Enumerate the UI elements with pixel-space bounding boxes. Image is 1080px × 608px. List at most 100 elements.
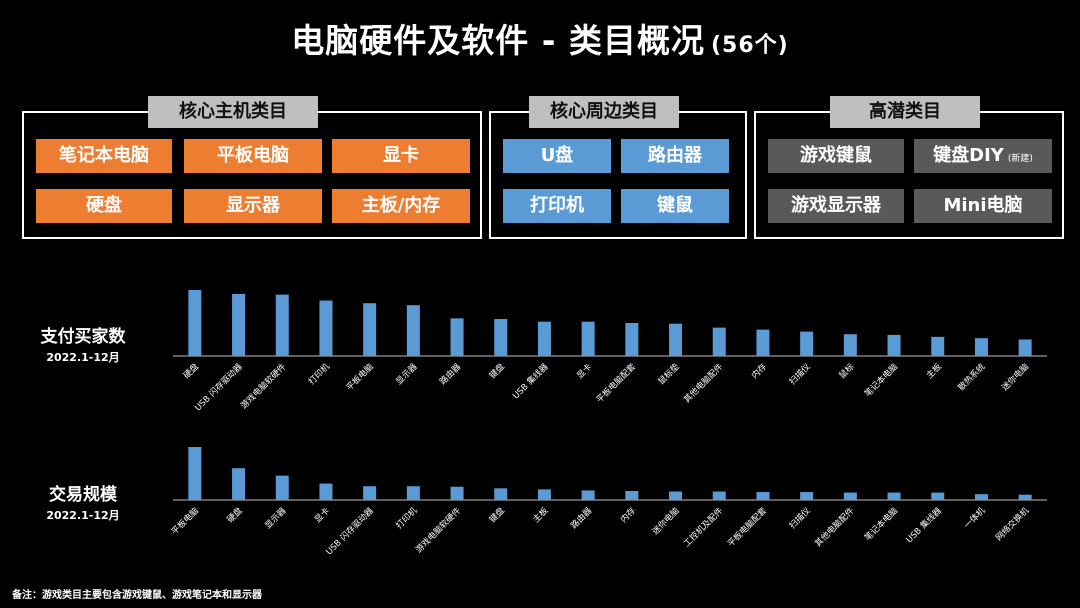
category-tile[interactable]: 主板/内存 bbox=[332, 189, 470, 223]
x-tick-label: 散热系统 bbox=[956, 361, 988, 393]
x-tick-label: 笔记本电脑 bbox=[862, 361, 900, 399]
bar bbox=[931, 492, 945, 500]
x-tick-label: 笔记本电脑 bbox=[862, 505, 900, 543]
chart1-title: 支付买家数 bbox=[40, 327, 126, 347]
core-host-panel: 核心主机类目 笔记本电脑 平板电脑 显卡 硬盘 显示器 主板/内存 bbox=[22, 96, 482, 239]
category-tile[interactable]: Mini电脑 bbox=[914, 189, 1052, 223]
bar bbox=[974, 494, 988, 500]
x-tick-label: 网络交换机 bbox=[993, 505, 1031, 543]
bar bbox=[232, 293, 246, 356]
category-tile[interactable]: 打印机 bbox=[503, 189, 611, 223]
bar bbox=[275, 475, 289, 500]
x-tick-label: 平板电脑 bbox=[169, 505, 201, 537]
bar bbox=[712, 327, 726, 356]
bar bbox=[494, 319, 508, 356]
high-potential-panel: 高潜类目 游戏键鼠 键盘DIY (新建) 游戏显示器 Mini电脑 bbox=[754, 96, 1064, 239]
x-tick-label: 主板 bbox=[924, 361, 944, 381]
bar bbox=[669, 323, 683, 356]
category-tile[interactable]: 平板电脑 bbox=[184, 139, 322, 173]
x-tick-label: 扫描仪 bbox=[787, 505, 813, 531]
bar bbox=[319, 300, 333, 356]
new-note: (新建) bbox=[1007, 154, 1033, 164]
x-tick-label: 游戏电脑软硬件 bbox=[239, 361, 289, 411]
x-tick-label: 工控机及配件 bbox=[682, 505, 726, 549]
bar bbox=[319, 483, 333, 500]
category-tile-label: 键盘DIY bbox=[933, 145, 1004, 166]
high-potential-panel-title: 高潜类目 bbox=[830, 96, 980, 128]
category-tile[interactable]: 笔记本电脑 bbox=[36, 139, 172, 173]
x-tick-label: USB 集线器 bbox=[511, 361, 551, 401]
x-tick-label: 路由器 bbox=[568, 505, 594, 531]
bar bbox=[406, 305, 420, 356]
bar bbox=[188, 290, 202, 356]
x-tick-label: 迷你电脑 bbox=[650, 505, 682, 537]
x-tick-label: 打印机 bbox=[306, 361, 332, 387]
chart1-period: 2022.1-12月 bbox=[46, 351, 120, 364]
bar bbox=[232, 468, 246, 500]
bar bbox=[756, 329, 770, 356]
category-count: (56个) bbox=[710, 33, 789, 58]
category-tile[interactable]: 显卡 bbox=[332, 139, 470, 173]
x-tick-label: 扫描仪 bbox=[787, 361, 813, 387]
chart2-title: 交易规模 bbox=[49, 485, 117, 505]
page-title: 电脑硬件及软件 - 类目概况 (56个) bbox=[0, 14, 1080, 62]
bar bbox=[275, 294, 289, 356]
bar bbox=[887, 334, 901, 356]
bar bbox=[363, 486, 377, 500]
x-tick-label: 平板电脑 bbox=[344, 361, 376, 393]
bar bbox=[537, 489, 551, 500]
bar bbox=[188, 447, 202, 500]
x-tick-label: 一体机 bbox=[962, 505, 988, 531]
category-tile[interactable]: U盘 bbox=[503, 139, 611, 173]
x-tick-label: 显卡 bbox=[312, 505, 332, 525]
title-text: 电脑硬件及软件 - 类目概况 bbox=[291, 21, 705, 60]
core-host-panel-title: 核心主机类目 bbox=[148, 96, 318, 128]
x-tick-label: 内存 bbox=[749, 361, 769, 381]
x-tick-label: 其他电脑配件 bbox=[682, 361, 726, 405]
chart1-label: 支付买家数 2022.1-12月 bbox=[18, 322, 148, 365]
x-tick-label: 硬盘 bbox=[225, 505, 245, 525]
category-tile[interactable]: 硬盘 bbox=[36, 189, 172, 223]
x-tick-label: 显卡 bbox=[574, 361, 594, 381]
x-tick-label: 平板电脑配套 bbox=[725, 505, 769, 549]
x-tick-label: 显示器 bbox=[394, 362, 419, 387]
chart2-label: 交易规模 2022.1-12月 bbox=[18, 480, 148, 523]
bar bbox=[1018, 494, 1032, 500]
category-tile[interactable]: 键鼠 bbox=[621, 189, 729, 223]
bar bbox=[931, 336, 945, 356]
x-tick-label: 鼠标 bbox=[837, 361, 857, 381]
category-tile[interactable]: 显示器 bbox=[184, 189, 322, 223]
bar bbox=[581, 321, 595, 356]
category-tile[interactable]: 游戏键鼠 bbox=[768, 139, 904, 173]
bar bbox=[843, 492, 857, 500]
bar bbox=[1018, 339, 1032, 356]
bar bbox=[625, 323, 639, 356]
bar bbox=[625, 490, 639, 500]
transaction-bar-chart: 平板电脑 硬盘 显示器 显卡USB 闪存驱动器 打印机游戏电脑软硬件 键盘 主板 路由器 内存迷… bbox=[169, 447, 1047, 557]
bar bbox=[800, 492, 814, 500]
x-tick-label: 鼠标垫 bbox=[656, 361, 682, 387]
x-tick-label: USB 集线器 bbox=[904, 505, 944, 545]
chart2-period: 2022.1-12月 bbox=[46, 509, 120, 522]
bar bbox=[406, 486, 420, 500]
category-tile[interactable]: 游戏显示器 bbox=[768, 189, 904, 223]
x-tick-label: 显示器 bbox=[263, 506, 288, 531]
core-peripheral-panel: 核心周边类目 U盘 路由器 打印机 键鼠 bbox=[489, 96, 747, 239]
bar bbox=[494, 488, 508, 500]
x-tick-label: 平板电脑配套 bbox=[594, 361, 638, 405]
bar bbox=[450, 318, 464, 356]
x-tick-label: 其他电脑配件 bbox=[813, 505, 857, 549]
bar bbox=[843, 334, 857, 356]
category-tile[interactable]: 路由器 bbox=[621, 139, 729, 173]
bar bbox=[363, 303, 377, 356]
category-tile[interactable]: 键盘DIY (新建) bbox=[914, 139, 1052, 173]
x-tick-label: 迷你电脑 bbox=[999, 361, 1031, 393]
bar bbox=[974, 338, 988, 356]
bar bbox=[450, 486, 464, 500]
x-tick-label: 打印机 bbox=[394, 505, 420, 531]
x-tick-label: 路由器 bbox=[437, 361, 463, 387]
bar bbox=[669, 491, 683, 500]
bar bbox=[800, 331, 814, 356]
bar bbox=[756, 492, 770, 500]
